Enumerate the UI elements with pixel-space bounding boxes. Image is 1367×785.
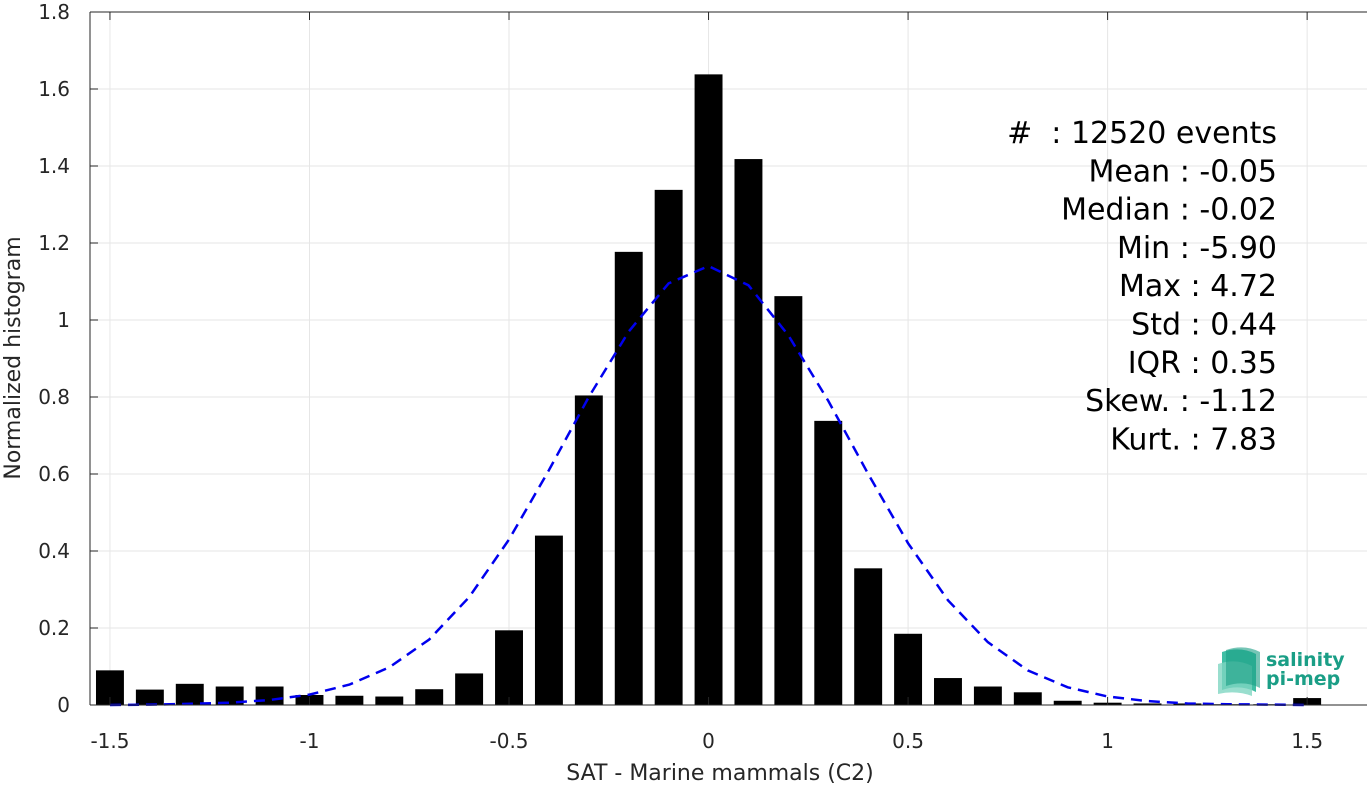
histogram-bar [574,395,603,705]
tick-labels: -1.5 -1 -0.5 0 0.5 1 1.5 0 0.2 0.4 0.6 0.8 1 1.2 1.4 1.… [38,0,1323,753]
histogram-bar [774,296,803,705]
normal-fit-curve [109,264,1308,707]
histogram-bar [814,420,843,705]
histogram-bar [215,686,244,705]
histogram-bar [455,673,484,705]
x-tick-label: 0 [702,729,715,753]
histogram-bars [95,74,1322,706]
x-tick-label: 1 [1101,729,1114,753]
x-tick-label: 1.5 [1291,729,1323,753]
salinity-pi-mep-logo: salinity pi-mep [1218,647,1345,696]
x-tick-label: -0.5 [490,729,529,753]
histogram-bar [1133,703,1162,705]
histogram-bar [654,189,683,705]
y-tick-label: 1.4 [38,154,70,178]
histogram-bar [375,696,404,705]
y-tick-label: 1.8 [38,0,70,24]
y-tick-label: 0 [57,693,70,717]
logo-text-line2: pi-mep [1266,668,1340,690]
y-axis-label: Normalized histogram [1,236,26,479]
histogram-bar [614,251,643,706]
stat-line: Skew. : -1.12 [1085,384,1277,419]
axes [89,11,1367,706]
stat-line: Min : -5.90 [1117,231,1277,266]
histogram-bar [534,535,563,705]
logo-text-line1: salinity [1266,649,1345,671]
stat-line: Std : 0.44 [1131,308,1277,343]
histogram-bar [854,568,883,705]
histogram-bar [1053,700,1082,705]
histogram-bar [255,686,284,705]
y-tick-label: 0.6 [38,462,70,486]
histogram-bar [734,159,763,705]
histogram-bar [894,633,923,705]
stat-line: # : 12520 events [1007,116,1277,151]
y-tick-label: 0.4 [38,539,70,563]
x-tick-label: -1.5 [90,729,129,753]
histogram-bar [175,683,204,705]
x-tick-label: -1 [300,729,320,753]
histogram-bar [495,630,523,705]
stat-line: Kurt. : 7.83 [1110,422,1277,457]
x-axis-label: SAT - Marine mammals (C2) [566,761,874,785]
stat-line: Max : 4.72 [1119,269,1277,304]
logo-wave-icon [1218,647,1260,696]
histogram-bar [135,689,164,705]
histogram-bar [694,74,723,706]
y-tick-label: 1.6 [38,77,70,101]
y-tick-label: 1 [57,308,70,332]
histogram-bar [335,695,364,705]
histogram-bar [973,686,1002,705]
stat-line: Mean : -0.05 [1088,154,1277,189]
histogram-bar [1013,692,1042,705]
stat-line: Median : -0.02 [1061,193,1277,228]
histogram-bar [934,678,962,705]
x-tick-label: 0.5 [892,729,924,753]
y-tick-label: 0.2 [38,616,70,640]
stat-line: IQR : 0.35 [1128,346,1277,381]
y-tick-label: 0.8 [38,385,70,409]
histogram-bar [415,689,444,705]
y-tick-label: 1.2 [38,231,70,255]
